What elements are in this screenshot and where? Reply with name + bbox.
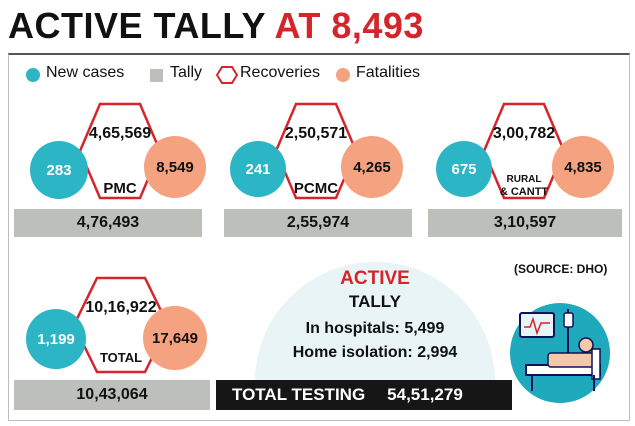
total-testing-bar: TOTAL TESTING 54,51,279 <box>216 380 512 410</box>
pcmc-fatalities: 4,265 <box>341 136 403 198</box>
legend-recoveries: Recoveries <box>240 64 321 81</box>
pcmc-recoveries: 2,50,571 <box>284 125 348 142</box>
rural-new-cases: 675 <box>436 141 492 197</box>
total-label: TOTAL <box>99 350 143 365</box>
title-main: ACTIVE TALLY <box>8 5 266 46</box>
rural-recoveries: 3,00,782 <box>492 125 556 142</box>
testing-value: 54,51,279 <box>387 385 463 404</box>
pcmc-label: PCMC <box>293 180 339 197</box>
rural-tally: 3,10,597 <box>428 209 622 237</box>
recoveries-legend-icon <box>216 66 238 84</box>
page-title: ACTIVE TALLY AT 8,493 <box>8 4 424 48</box>
total-fatalities: 17,649 <box>143 306 207 370</box>
legend-new-cases: New cases <box>46 64 125 81</box>
rural-label-line1: RURAL <box>506 174 542 185</box>
pcmc-new-cases: 241 <box>230 141 286 197</box>
fatalities-legend-icon <box>336 68 350 82</box>
pcmc-tally: 2,55,974 <box>224 209 412 237</box>
active-home-isolation: Home isolation: 2,994 <box>292 344 458 361</box>
hospital-bed-patient-icon <box>510 303 610 403</box>
active-heading: ACTIVE <box>340 268 410 289</box>
active-subheading: TALLY <box>349 292 401 311</box>
infographic-panel <box>8 53 630 421</box>
legend-tally: Tally <box>170 64 203 81</box>
rural-label-line2: & CANTT <box>499 186 549 198</box>
active-hospitals: In hospitals: 5,499 <box>305 320 445 337</box>
pmc-label: PMC <box>103 180 137 197</box>
pmc-fatalities: 8,549 <box>144 136 206 198</box>
testing-label: TOTAL TESTING <box>232 385 366 404</box>
source-note: (SOURCE: DHO) <box>514 262 608 276</box>
tally-legend-icon <box>150 69 163 82</box>
rural-fatalities: 4,835 <box>552 136 614 198</box>
title-accent: AT 8,493 <box>274 5 424 46</box>
legend-fatalities: Fatalities <box>356 64 421 81</box>
pmc-tally: 4,76,493 <box>14 209 202 237</box>
pmc-recoveries: 4,65,569 <box>88 125 152 142</box>
pmc-new-cases: 283 <box>30 141 88 199</box>
total-new-cases: 1,199 <box>26 309 86 369</box>
total-tally: 10,43,064 <box>14 380 210 410</box>
total-recoveries: 10,16,922 <box>85 299 157 316</box>
new-cases-legend-icon <box>26 68 40 82</box>
